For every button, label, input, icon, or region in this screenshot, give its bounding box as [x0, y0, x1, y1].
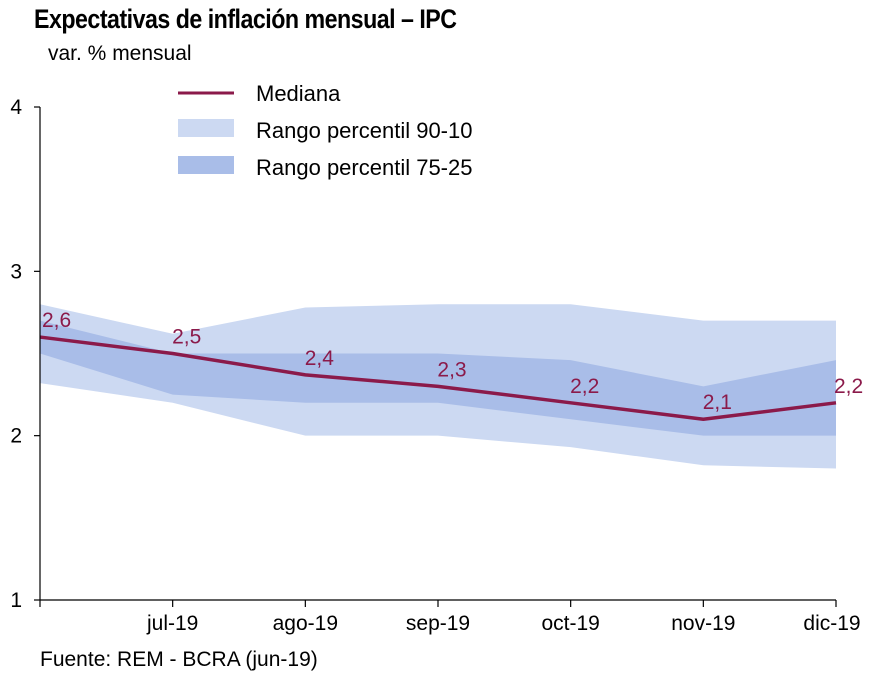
- y-tick-label: 1: [10, 589, 22, 612]
- legend-label-band-75-25: Rango percentil 75-25: [256, 155, 472, 180]
- x-tick-label: ago-19: [273, 612, 338, 635]
- median-line: [39, 335, 837, 421]
- median-data-label: 2,6: [42, 309, 71, 332]
- median-series: [39, 335, 837, 421]
- median-data-label: 2,1: [703, 391, 732, 414]
- y-tick-label: 4: [10, 96, 22, 119]
- data-labels: 2,6 2,5 2,4 2,3 2,2 2,1 2,2: [42, 309, 863, 414]
- x-tick-label: dic-19: [803, 612, 860, 635]
- x-tick-label: jul-19: [146, 612, 198, 635]
- y-tick-label: 3: [10, 260, 22, 283]
- legend-swatch-band-90-10: [178, 119, 234, 137]
- legend-label-band-90-10: Rango percentil 90-10: [256, 118, 472, 143]
- axes: 1 2 3 4 jul-19 ago-19 sep-19 oct-19 nov-19 dic-19: [10, 96, 860, 635]
- median-data-label: 2,5: [172, 326, 201, 349]
- median-data-label: 2,4: [305, 347, 335, 370]
- band-percentile-75-25: [40, 320, 836, 436]
- y-tick-label: 2: [10, 425, 22, 448]
- x-tick-label: sep-19: [406, 612, 470, 635]
- source-note: Fuente: REM - BCRA (jun-19): [40, 648, 318, 671]
- legend-label-median: Mediana: [256, 81, 341, 106]
- y-axis-unit-label: var. % mensual: [48, 42, 192, 65]
- legend-swatch-band-75-25: [178, 156, 234, 174]
- median-data-label: 2,2: [834, 375, 863, 398]
- legend: Mediana Rango percentil 90-10 Rango perc…: [178, 81, 472, 180]
- median-data-label: 2,2: [570, 375, 599, 398]
- chart-title: Expectativas de inflación mensual – IPC: [34, 4, 457, 34]
- x-tick-label: nov-19: [671, 612, 735, 635]
- median-data-label: 2,3: [437, 358, 466, 381]
- x-tick-label: oct-19: [541, 612, 599, 635]
